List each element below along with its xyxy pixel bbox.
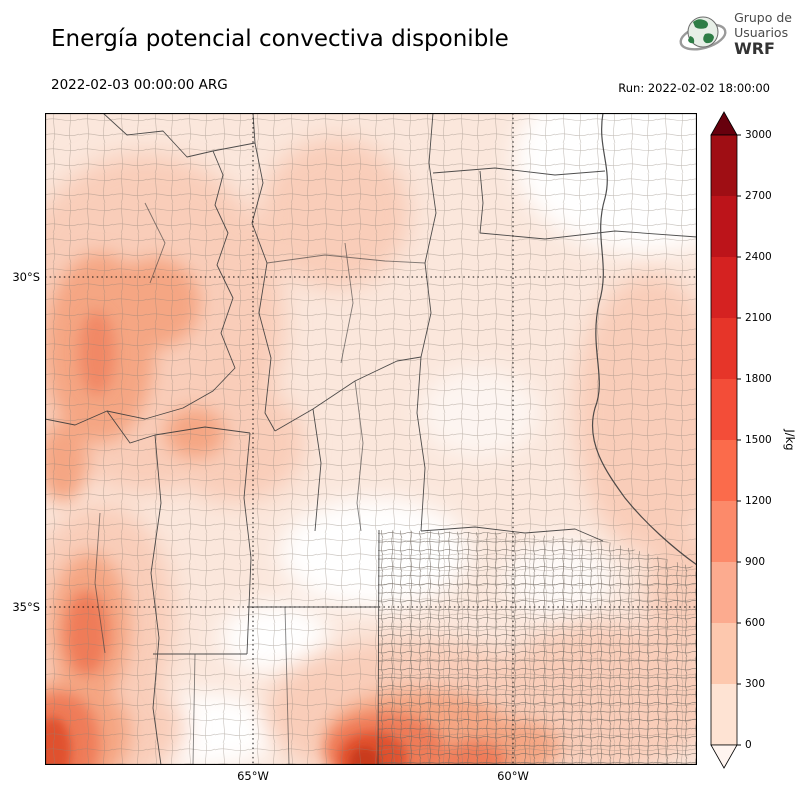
lat-label-30s: 30°S — [12, 270, 40, 284]
run-time-label: Run: 2022-02-02 18:00:00 — [618, 81, 770, 95]
svg-text:3000: 3000 — [745, 129, 772, 141]
buenos-aires-departments-texture — [378, 530, 697, 765]
colorbar-tick-labels: 3000 2700 2400 2100 1800 1500 1200 900 6… — [745, 129, 772, 751]
map-canvas — [44, 112, 698, 766]
svg-text:900: 900 — [745, 556, 765, 568]
svg-text:300: 300 — [745, 678, 765, 690]
svg-text:2400: 2400 — [745, 251, 772, 263]
colorbar-tick-marks — [737, 134, 741, 746]
valid-time-label: 2022-02-03 00:00:00 ARG — [51, 77, 228, 93]
globe-icon — [679, 16, 727, 51]
logo-line-2: Usuarios — [734, 24, 789, 40]
province-boundaries — [45, 113, 697, 765]
graticule-gridlines — [45, 113, 697, 765]
cape-shading — [45, 113, 697, 765]
svg-text:2100: 2100 — [745, 312, 772, 324]
logo-line-1: Grupo de — [734, 10, 792, 26]
svg-text:1500: 1500 — [745, 434, 772, 446]
colorbar-segments — [711, 135, 737, 745]
cape-map-svg — [44, 112, 698, 766]
svg-text:600: 600 — [745, 617, 765, 629]
svg-text:1200: 1200 — [745, 495, 772, 507]
logo-text: Grupo de Usuarios WRF — [734, 10, 792, 59]
wrf-users-logo: Grupo de Usuarios WRF — [678, 10, 792, 60]
colorbar: 3000 2700 2400 2100 1800 1500 1200 900 6… — [710, 111, 797, 769]
colorbar-arrow-high — [710, 111, 738, 136]
colorbar-arrow-low — [710, 744, 738, 769]
colorbar-unit-label: J/kg — [783, 428, 797, 450]
svg-text:2700: 2700 — [745, 190, 772, 202]
lon-label-60w: 60°W — [497, 769, 529, 783]
svg-text:0: 0 — [745, 739, 752, 751]
lon-label-65w: 65°W — [237, 769, 269, 783]
svg-text:1800: 1800 — [745, 373, 772, 385]
lat-label-35s: 35°S — [12, 600, 40, 614]
map-frame — [44, 112, 698, 766]
logo-line-3: WRF — [734, 39, 775, 59]
page-title: Energía potencial convectiva disponible — [51, 26, 509, 52]
